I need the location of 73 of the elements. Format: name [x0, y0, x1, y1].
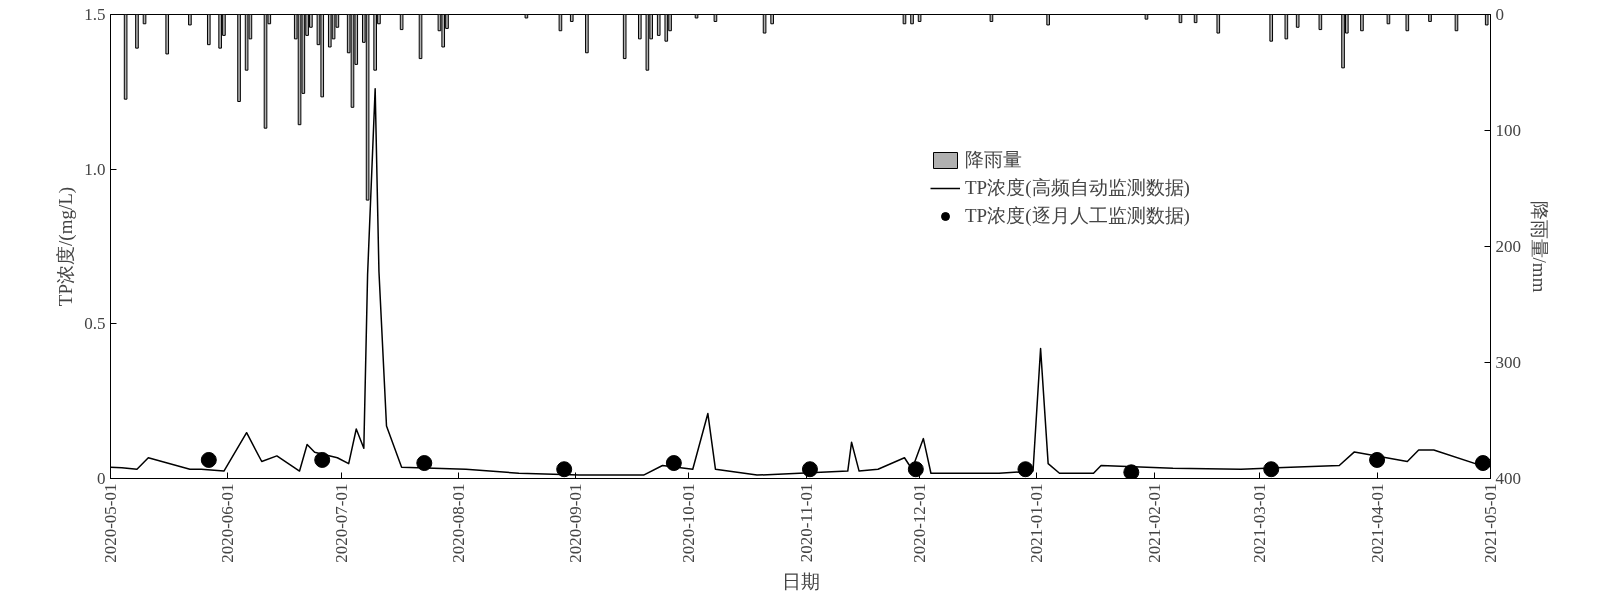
bar: [1216, 14, 1221, 34]
bar: [165, 14, 170, 55]
bar: [206, 14, 211, 46]
bar: [1295, 14, 1300, 28]
bar: [327, 14, 332, 48]
bar: [1405, 14, 1410, 32]
x-tick-label: 2020-08-01: [448, 483, 468, 563]
bar: [135, 14, 139, 49]
bar: [1046, 14, 1050, 26]
bar: [645, 14, 650, 71]
bar: [1144, 14, 1149, 20]
bar: [350, 14, 355, 108]
bar: [1284, 14, 1289, 40]
legend-label: 降雨量: [965, 148, 1022, 172]
legend-label: TP浓度(逐月人工监测数据): [965, 204, 1190, 228]
bar: [585, 14, 589, 54]
y-axis-title: TP浓度/(mg/L): [55, 186, 78, 307]
bar: [694, 14, 699, 19]
x-axis-title: 日期: [781, 570, 820, 592]
bar: [524, 14, 529, 19]
bar: [989, 14, 994, 22]
bar: [373, 14, 377, 71]
bar: [1178, 14, 1183, 24]
y2-tick-label: 200: [1495, 237, 1521, 256]
bar: [770, 14, 774, 25]
bar: [1318, 14, 1323, 31]
bar: [622, 14, 627, 60]
y-tick-label: 1.5: [84, 5, 106, 24]
bar: [664, 14, 669, 42]
bar: [320, 14, 325, 98]
y2-tick-label: 300: [1495, 353, 1521, 372]
x-tick-label: 2020-10-01: [679, 483, 699, 563]
bar: [142, 14, 147, 25]
y2-axis-title: 降雨量/mm: [1529, 200, 1550, 293]
bar: [569, 14, 574, 22]
bar: [902, 14, 907, 25]
x-tick-label: 2020-12-01: [910, 483, 930, 563]
bar: [441, 14, 446, 48]
y-tick-label: 1.0: [84, 159, 106, 179]
bar: [1386, 14, 1391, 25]
bar: [1193, 14, 1198, 24]
y2-tick-label: 100: [1495, 121, 1521, 140]
bar: [188, 14, 192, 26]
x-tick-label: 2021-04-01: [1367, 483, 1387, 563]
bar: [237, 14, 241, 102]
bar: [1428, 14, 1432, 22]
x-tick-label: 2020-09-01: [566, 483, 586, 563]
bar: [917, 14, 922, 22]
x-tick-label: 2021-03-01: [1250, 483, 1270, 563]
x-tick-label: 2020-11-01: [796, 483, 816, 563]
bar: [1360, 14, 1364, 32]
y2-tick-label: 0: [1495, 5, 1504, 24]
bar: [297, 14, 302, 126]
legend-label: TP浓度(高频自动监测数据): [965, 176, 1190, 200]
bar: [637, 14, 642, 40]
bar: [244, 14, 249, 71]
x-tick-label: 2021-02-01: [1144, 483, 1164, 563]
bar: [218, 14, 222, 49]
bar: [399, 14, 404, 31]
bar: [656, 14, 661, 36]
x-tick-label: 2020-07-01: [331, 483, 351, 563]
bar: [713, 14, 718, 22]
y-tick-label: 0.5: [84, 314, 106, 334]
bar: [418, 14, 423, 60]
bar: [762, 14, 767, 34]
bar: [1269, 14, 1274, 42]
bar: [910, 14, 914, 25]
x-tick-label: 2020-06-01: [218, 483, 238, 563]
bar: [1454, 14, 1459, 32]
x-tick-label: 2021-01-01: [1027, 483, 1047, 563]
bar: [123, 14, 128, 100]
bar: [1341, 14, 1345, 69]
bar: [558, 14, 563, 32]
